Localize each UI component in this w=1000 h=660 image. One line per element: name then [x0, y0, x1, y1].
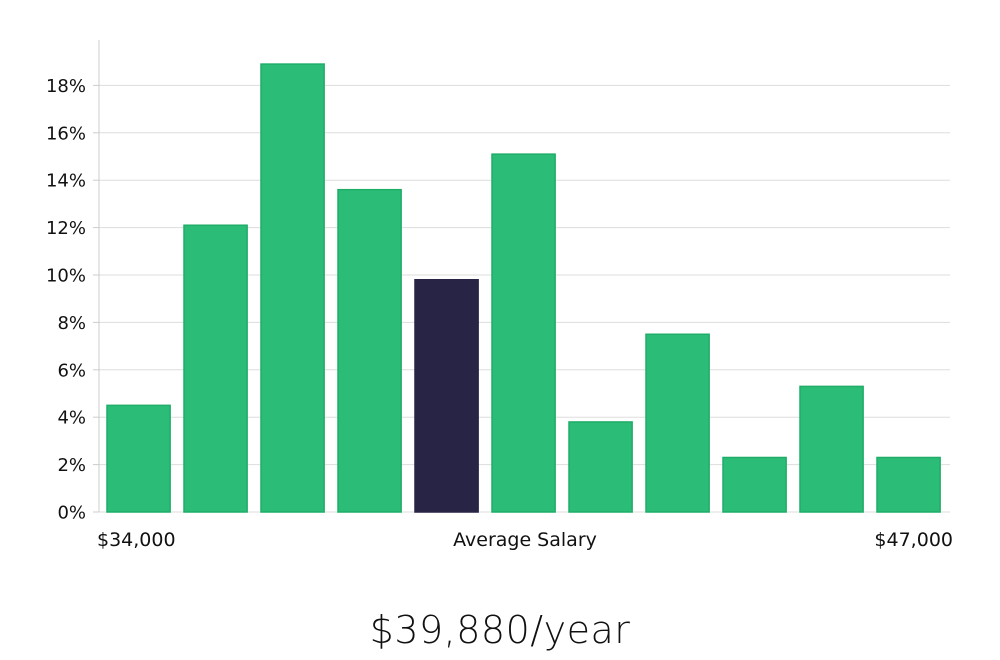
- y-tick-label-0: 0%: [57, 503, 86, 524]
- bar-7: [645, 333, 710, 513]
- bar-0: [106, 404, 171, 513]
- y-tick-label-2: 2%: [57, 455, 86, 476]
- y-tick-label-12: 12%: [46, 218, 86, 239]
- average-salary-value: $39,880/year: [369, 608, 631, 652]
- bar-1: [183, 224, 248, 513]
- y-tick-label-16: 16%: [46, 123, 86, 144]
- bar-average-highlight: [414, 278, 479, 513]
- bar-2: [260, 63, 325, 513]
- bar-9: [799, 385, 864, 513]
- salary-histogram: 0% 2% 4% 6% 8% 10% 12% 14% 16% 18%: [46, 40, 950, 524]
- bar-6: [568, 421, 633, 513]
- y-tick-label-14: 14%: [46, 171, 86, 192]
- y-tick-label-8: 8%: [57, 313, 86, 334]
- bar-5: [491, 153, 556, 513]
- bar-10: [876, 456, 941, 513]
- bar-3: [337, 188, 402, 513]
- y-tick-label-4: 4%: [57, 408, 86, 429]
- x-axis-max-label: $47,000: [874, 529, 953, 551]
- y-tick-label-10: 10%: [46, 266, 86, 287]
- bars: [106, 63, 941, 513]
- y-tick-label-6: 6%: [57, 360, 86, 381]
- y-axis-ticks: 0% 2% 4% 6% 8% 10% 12% 14% 16% 18%: [46, 76, 99, 524]
- y-tick-label-18: 18%: [46, 76, 86, 97]
- x-axis-title: Average Salary: [453, 529, 597, 551]
- x-axis-min-label: $34,000: [97, 529, 176, 551]
- bar-8: [722, 456, 787, 513]
